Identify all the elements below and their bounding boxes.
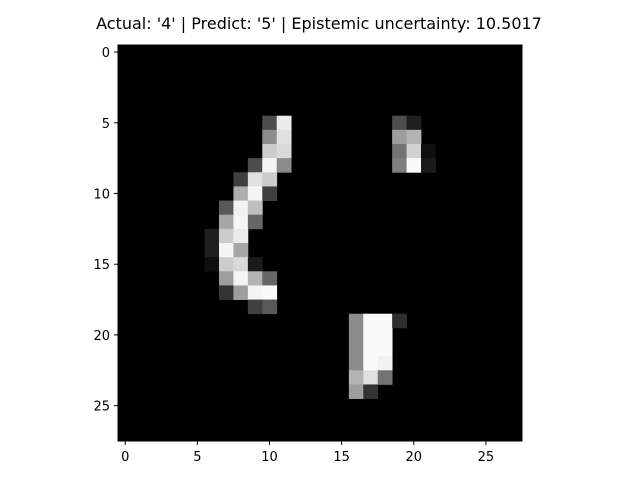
heatmap-cell bbox=[348, 313, 364, 329]
heatmap-cell bbox=[377, 342, 393, 357]
heatmap-cell bbox=[219, 214, 234, 230]
heatmap-cell bbox=[247, 158, 263, 173]
heatmap-cell bbox=[262, 144, 278, 159]
heatmap-cell bbox=[377, 356, 393, 371]
heatmap-cell bbox=[276, 158, 292, 173]
heatmap-background bbox=[118, 45, 522, 441]
heatmap-cell bbox=[421, 158, 436, 173]
heatmap-cell bbox=[348, 342, 364, 357]
heatmap-cell bbox=[219, 228, 234, 244]
y-tick-label: 10 bbox=[93, 188, 110, 203]
heatmap-cell bbox=[204, 243, 220, 258]
heatmap-cell bbox=[219, 271, 234, 286]
heatmap-cell bbox=[233, 271, 249, 286]
heatmap-cell bbox=[276, 129, 292, 145]
heatmap-cell bbox=[233, 186, 249, 201]
heatmap-cell bbox=[262, 115, 278, 131]
heatmap-cell bbox=[406, 129, 422, 145]
heatmap-cell bbox=[363, 356, 379, 371]
chart-title: Actual: '4' | Predict: '5' | Epistemic u… bbox=[96, 14, 542, 33]
heatmap-cell bbox=[233, 243, 249, 258]
heatmap-cell bbox=[233, 285, 249, 300]
heatmap-cell bbox=[233, 200, 249, 216]
axes: 0 5 10 15 20 25 0 5 10 15 20 25 bbox=[93, 44, 523, 465]
heatmap-cell bbox=[233, 228, 249, 244]
heatmap-cell bbox=[219, 257, 234, 272]
heatmap-cell bbox=[233, 172, 249, 187]
heatmap-cell bbox=[262, 158, 278, 173]
heatmap-cell bbox=[421, 144, 436, 159]
heatmap-cell bbox=[377, 370, 393, 385]
heatmap-cell bbox=[377, 313, 393, 329]
x-tick-label: 5 bbox=[193, 450, 201, 465]
heatmap-cell bbox=[247, 186, 263, 201]
heatmap-cell bbox=[247, 200, 263, 216]
heatmap-cell bbox=[406, 115, 422, 131]
heatmap-cell bbox=[406, 158, 422, 173]
x-tick-label: 0 bbox=[121, 450, 129, 465]
x-tick-label: 10 bbox=[261, 450, 278, 465]
heatmap-cell bbox=[262, 129, 278, 145]
heatmap-cell bbox=[363, 342, 379, 357]
heatmap-cell bbox=[247, 214, 263, 230]
heatmap-cell bbox=[262, 299, 278, 315]
x-tick-label: 25 bbox=[478, 450, 495, 465]
heatmap-cell bbox=[363, 370, 379, 385]
heatmap-cell bbox=[233, 214, 249, 230]
heatmap-cell bbox=[247, 285, 263, 300]
heatmap-cell bbox=[219, 200, 234, 216]
heatmap-cell bbox=[219, 243, 234, 258]
heatmap-cell bbox=[247, 299, 263, 315]
y-tick-label: 25 bbox=[93, 400, 110, 415]
plot-frame bbox=[117, 44, 523, 442]
y-tick-label: 5 bbox=[102, 117, 110, 132]
heatmap-cell bbox=[204, 228, 220, 244]
heatmap-cell bbox=[276, 144, 292, 159]
x-tick-label: 20 bbox=[406, 450, 423, 465]
heatmap-cell bbox=[262, 271, 278, 286]
y-tick-label: 0 bbox=[102, 46, 110, 61]
heatmap-cell bbox=[392, 313, 407, 329]
heatmap-cell bbox=[262, 285, 278, 300]
heatmap-cell bbox=[262, 186, 278, 201]
heatmap-cell bbox=[392, 129, 407, 145]
x-tick-label: 15 bbox=[333, 450, 350, 465]
heatmap-cell bbox=[262, 172, 278, 187]
heatmap-cell bbox=[348, 370, 364, 385]
heatmap-cell bbox=[348, 327, 364, 343]
heatmap-cell bbox=[392, 115, 407, 131]
heatmap-cell bbox=[233, 257, 249, 272]
heatmap-cell bbox=[406, 144, 422, 159]
heatmap-cell bbox=[348, 356, 364, 371]
heatmap-cell bbox=[392, 144, 407, 159]
heatmap-cell bbox=[247, 271, 263, 286]
heatmap-cell bbox=[377, 327, 393, 343]
heatmap-cell bbox=[247, 172, 263, 187]
heatmap-cell bbox=[247, 257, 263, 272]
heatmap-image bbox=[118, 45, 522, 441]
y-tick-label: 20 bbox=[93, 329, 110, 344]
heatmap-cell bbox=[363, 313, 379, 329]
heatmap-cell bbox=[392, 158, 407, 173]
y-tick-label: 15 bbox=[93, 258, 110, 273]
heatmap-cell bbox=[348, 384, 364, 399]
heatmap-cell bbox=[204, 257, 220, 272]
heatmap-cell bbox=[363, 327, 379, 343]
heatmap-cell bbox=[363, 384, 379, 399]
heatmap-cell bbox=[219, 285, 234, 300]
heatmap-cell bbox=[276, 115, 292, 131]
